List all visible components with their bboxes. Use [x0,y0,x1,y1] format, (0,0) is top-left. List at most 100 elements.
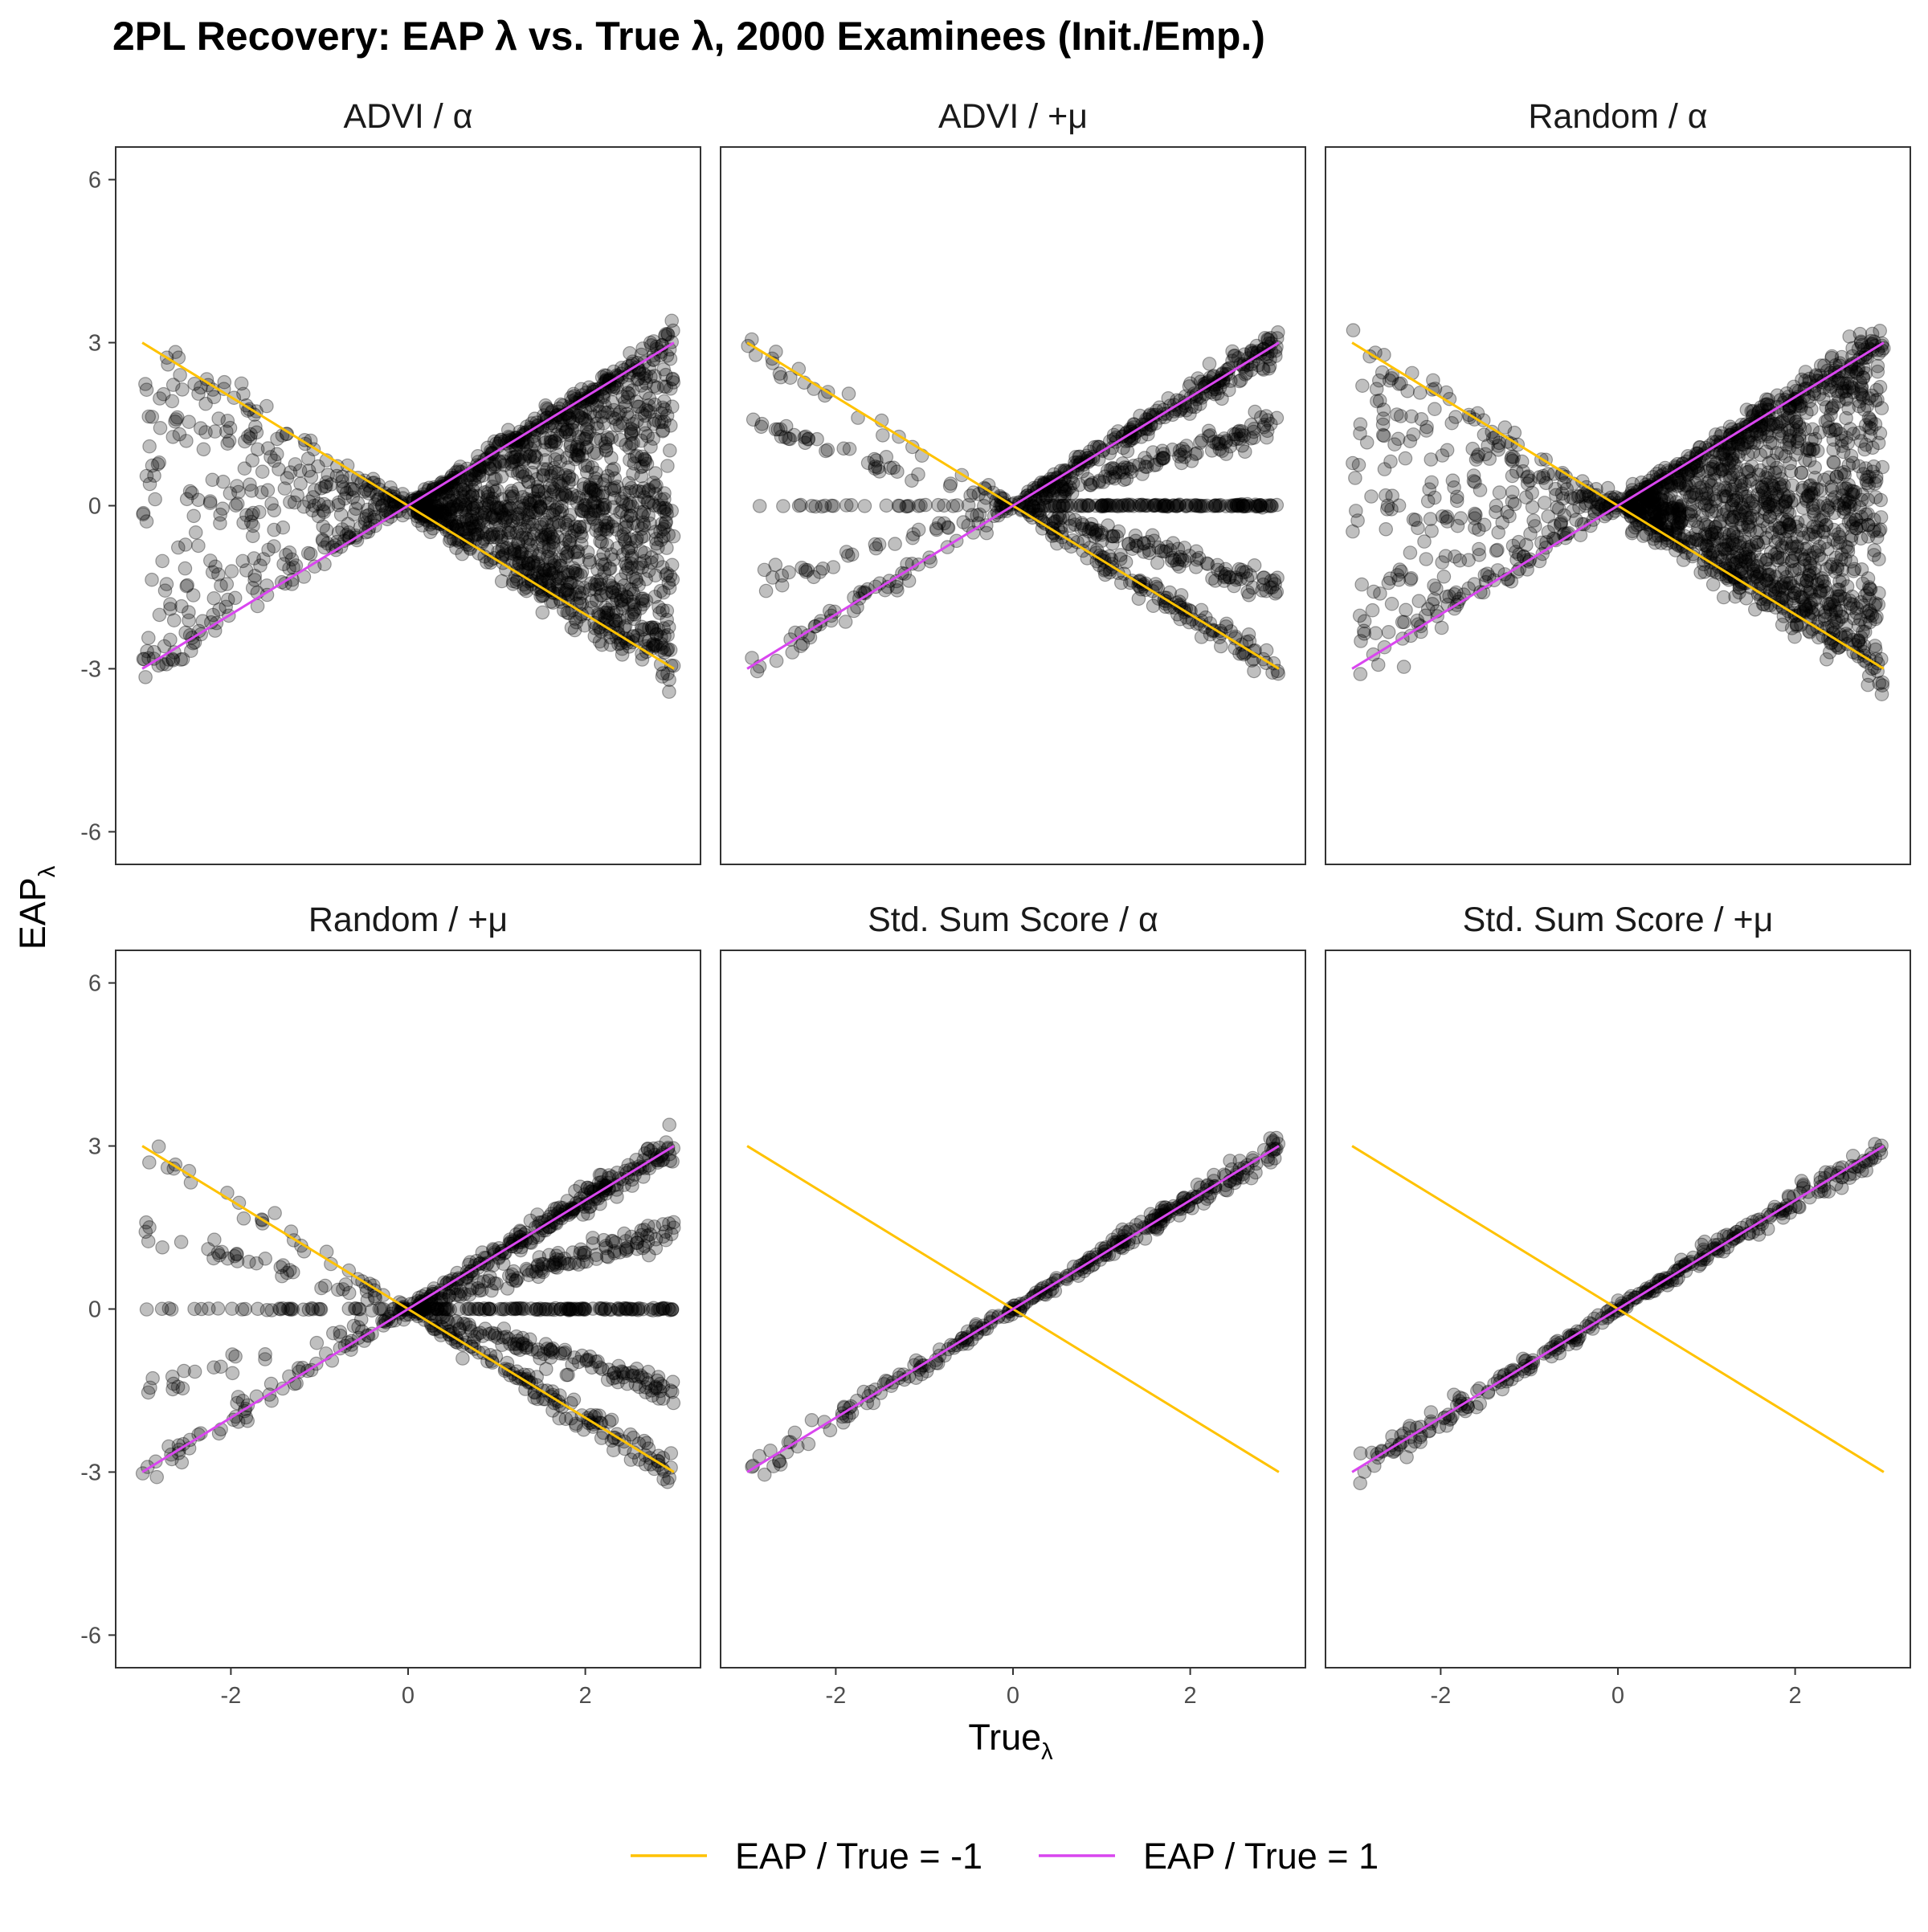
data-point [1776,415,1789,427]
data-point [1354,427,1366,439]
data-point [1203,424,1215,437]
data-point [884,461,897,474]
data-point [1749,603,1762,616]
data-point [1393,563,1406,576]
data-point [1821,415,1834,427]
data-point [900,500,913,513]
data-point [206,473,219,486]
data-point [1843,330,1856,343]
data-point [1089,525,1102,537]
data-point [573,586,586,598]
data-point [1526,500,1538,513]
data-point [1503,509,1516,522]
data-point [1522,477,1534,490]
data-point [1355,578,1368,590]
data-point [237,517,250,529]
data-point [1236,499,1249,512]
data-point [1351,514,1364,527]
data-point [256,465,269,478]
data-point [1385,598,1398,611]
data-point [1821,504,1834,517]
data-point [802,432,815,445]
data-point [1190,500,1203,513]
data-point [1346,324,1359,337]
data-point [550,501,563,514]
data-point [1159,545,1172,558]
data-point [1718,590,1730,603]
data-point [604,579,617,592]
data-point [754,420,767,433]
data-point [1861,678,1874,691]
data-point [1520,538,1533,551]
data-point [260,399,273,412]
data-point [180,435,193,447]
data-point [912,523,925,536]
data-point [1215,566,1227,579]
data-point [1537,469,1550,482]
data-point [465,510,478,523]
data-point [1726,533,1738,546]
data-point [1849,366,1862,378]
data-point [559,426,572,439]
data-point [615,492,627,505]
data-point [1215,639,1227,652]
data-point [1048,515,1061,528]
data-point [1349,472,1362,484]
data-point [1831,562,1844,575]
data-point [1391,432,1404,445]
data-point [1852,635,1865,647]
data-point [255,486,268,499]
data-point [548,559,561,572]
data-point [1826,401,1839,414]
data-point [1690,533,1703,546]
data-point [625,425,638,438]
data-point [1481,439,1494,452]
data-point [251,443,264,455]
data-point [663,582,676,594]
data-point [1542,510,1554,523]
data-point [225,565,238,578]
data-point [242,430,255,443]
data-point [1354,668,1366,680]
data-point [825,499,838,512]
data-point [868,537,881,550]
data-point [1215,444,1228,457]
data-point [587,446,600,459]
data-point [776,579,789,592]
data-point [1527,514,1540,527]
data-point [544,528,557,541]
data-point [1864,582,1877,595]
data-point [1110,530,1123,543]
data-point [317,534,329,547]
data-point [537,468,549,481]
data-point [1763,418,1775,431]
data-point [607,382,619,395]
data-point [1626,477,1639,490]
data-point [843,443,856,455]
data-point [842,387,855,400]
data-point [1213,499,1226,512]
data-point [588,504,601,517]
data-point [645,339,658,352]
data-point [143,477,156,490]
data-point [1424,513,1436,525]
data-point [1865,422,1877,435]
data-point [1723,447,1736,460]
data-point [1398,615,1411,628]
data-point [188,378,201,390]
data-point [206,608,219,621]
data-point [655,533,668,546]
data-point [1412,594,1425,607]
data-point [1820,653,1833,666]
data-point [1399,603,1412,616]
data-point [551,578,564,591]
data-point [1840,385,1853,398]
data-point [627,468,639,480]
data-point [632,578,645,591]
data-point [1404,573,1417,586]
data-point [562,607,575,619]
data-point [1566,504,1579,517]
data-point [1871,366,1884,378]
data-point [845,499,858,512]
